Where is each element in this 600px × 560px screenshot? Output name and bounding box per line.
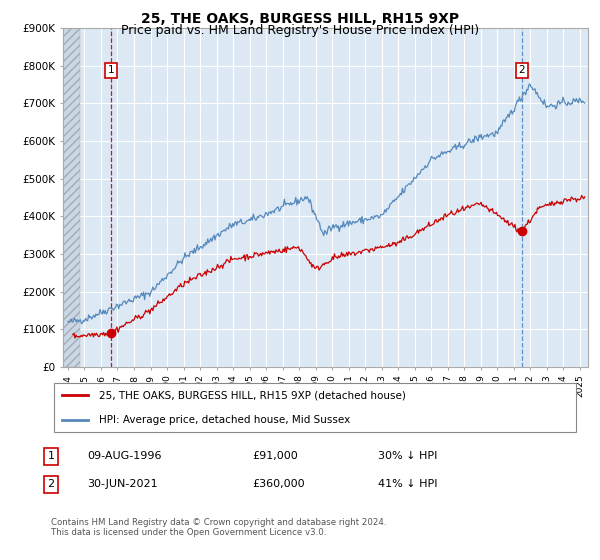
FancyBboxPatch shape: [53, 383, 577, 432]
Text: 2: 2: [518, 66, 525, 76]
Text: 25, THE OAKS, BURGESS HILL, RH15 9XP: 25, THE OAKS, BURGESS HILL, RH15 9XP: [141, 12, 459, 26]
Text: 09-AUG-1996: 09-AUG-1996: [87, 451, 161, 461]
Text: £91,000: £91,000: [252, 451, 298, 461]
Text: 41% ↓ HPI: 41% ↓ HPI: [378, 479, 437, 489]
Text: 30% ↓ HPI: 30% ↓ HPI: [378, 451, 437, 461]
Text: Contains HM Land Registry data © Crown copyright and database right 2024.
This d: Contains HM Land Registry data © Crown c…: [51, 518, 386, 538]
Text: 30-JUN-2021: 30-JUN-2021: [87, 479, 158, 489]
Text: 2: 2: [47, 479, 55, 489]
Text: £360,000: £360,000: [252, 479, 305, 489]
Text: HPI: Average price, detached house, Mid Sussex: HPI: Average price, detached house, Mid …: [98, 414, 350, 424]
Text: 1: 1: [108, 66, 115, 76]
Text: 1: 1: [47, 451, 55, 461]
Text: Price paid vs. HM Land Registry's House Price Index (HPI): Price paid vs. HM Land Registry's House …: [121, 24, 479, 36]
Text: 25, THE OAKS, BURGESS HILL, RH15 9XP (detached house): 25, THE OAKS, BURGESS HILL, RH15 9XP (de…: [98, 390, 406, 400]
